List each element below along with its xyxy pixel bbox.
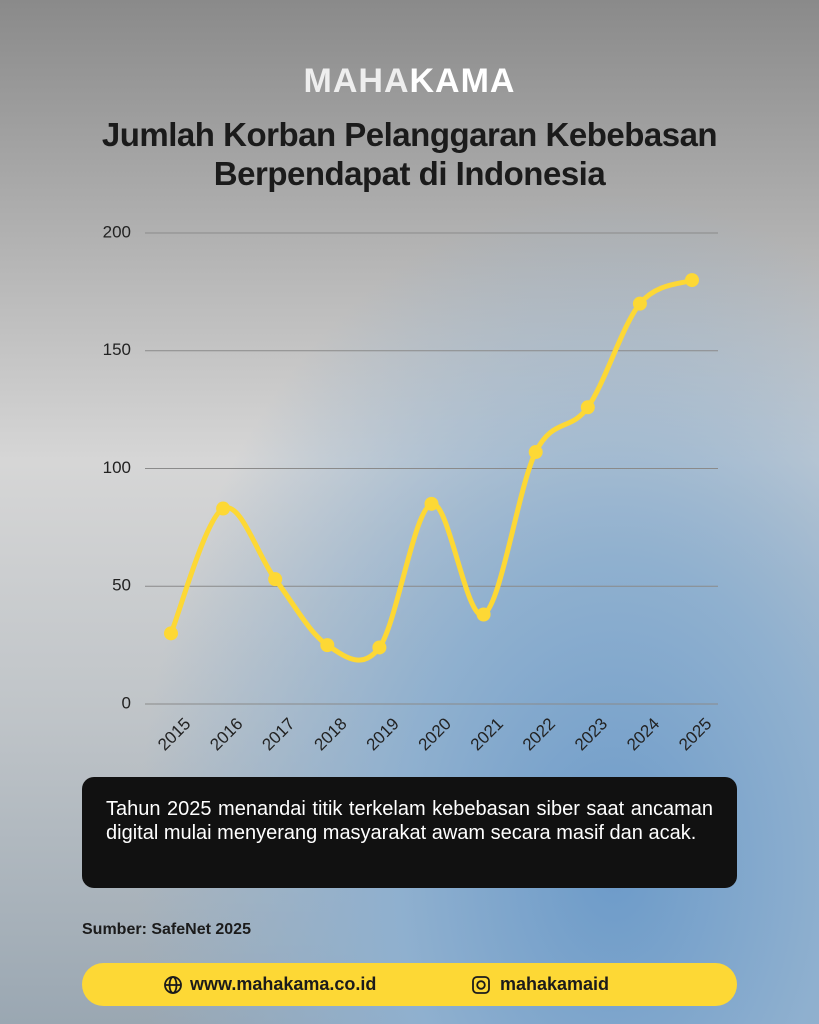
x-tick-label: 2025 [675,714,715,754]
point [424,496,439,511]
footer: www.mahakama.co.id mahakamaid [82,963,737,1006]
point [580,400,595,415]
y-tick-label: 100 [103,458,131,477]
brand-bold: KAMA [409,62,516,100]
annotation: Tahun 2025 menandai titik terkelam kebeb… [82,777,737,888]
line [168,277,695,663]
x-tick-label: 2018 [310,714,350,754]
point [685,273,699,288]
source: Sumber: SafeNet 2025 [82,921,251,938]
x-tick-label: 2023 [571,714,611,754]
website[interactable]: www.mahakama.co.id [190,974,377,994]
x-tick-label: 2020 [415,714,455,754]
x-tick-label: 2019 [363,714,403,754]
instagram-icon [472,976,490,994]
y-tick-label: 150 [103,340,131,359]
footer-icons [164,976,490,994]
x-tick-label: 2015 [154,714,194,754]
point [476,607,491,622]
x-tick-label: 2024 [623,714,663,754]
chart-title: Jumlah Korban Pelanggaran Kebebasan Berp… [101,116,718,192]
globe-icon [164,976,182,994]
brand: MAHAKAMA [0,62,819,101]
y-tick-label: 200 [103,222,131,241]
x-tick-label: 2022 [519,714,559,754]
point [216,501,231,516]
y-tick-label: 0 [122,693,131,712]
point [528,445,543,460]
y-tick-label: 50 [112,576,131,595]
point [632,296,647,311]
brand-light: MAHA [303,62,410,100]
point [320,638,335,653]
x-tick-label: 2016 [206,714,246,754]
point [372,640,387,655]
x-tick-label: 2021 [467,714,507,754]
x-tick-label: 2017 [258,714,298,754]
instagram[interactable]: mahakamaid [500,974,610,994]
point [268,572,283,587]
point [164,626,178,641]
